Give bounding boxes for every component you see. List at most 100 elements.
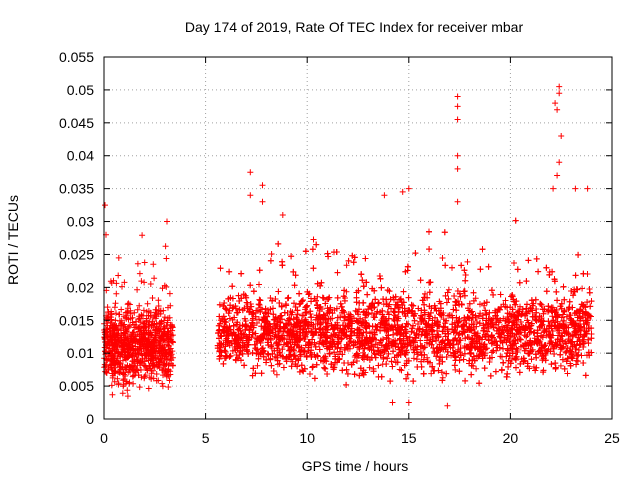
data-point (161, 314, 168, 321)
data-point (497, 291, 504, 298)
data-point (488, 287, 495, 294)
data-point (114, 355, 121, 362)
data-point (456, 368, 463, 375)
data-point (417, 277, 424, 284)
data-point (140, 338, 147, 345)
data-point (129, 366, 136, 373)
data-point (523, 278, 530, 285)
data-point (166, 377, 173, 384)
data-point (586, 286, 593, 292)
data-point (160, 372, 166, 379)
data-point (113, 290, 120, 297)
data-point (410, 378, 417, 385)
data-point (341, 360, 348, 366)
data-point (130, 337, 137, 344)
data-point (162, 243, 169, 250)
data-point (113, 348, 120, 355)
data-point (107, 314, 114, 321)
data-point (116, 369, 123, 376)
data-point (136, 313, 143, 320)
data-point (249, 349, 256, 356)
data-point (150, 324, 157, 331)
data-point (158, 357, 165, 364)
data-point (389, 363, 396, 370)
data-point (165, 343, 172, 350)
data-points (101, 83, 595, 409)
data-point (151, 334, 158, 341)
data-point (114, 349, 121, 356)
data-point (142, 345, 149, 351)
data-point (115, 254, 122, 261)
data-point (126, 363, 133, 370)
data-point (153, 329, 160, 336)
data-point (588, 298, 595, 305)
data-point (135, 326, 142, 333)
data-point (564, 370, 571, 377)
data-point (405, 294, 412, 301)
data-point (588, 331, 595, 337)
data-point (477, 266, 484, 273)
data-point (516, 369, 523, 376)
data-point (417, 337, 424, 344)
data-point (155, 297, 162, 304)
data-point (162, 347, 169, 354)
data-point (145, 385, 152, 392)
data-point (557, 362, 564, 369)
data-point (121, 353, 128, 360)
data-point (443, 370, 450, 377)
data-point (145, 308, 152, 314)
data-point (255, 355, 262, 362)
data-point (122, 314, 129, 321)
data-point (456, 357, 463, 364)
data-point (318, 279, 325, 286)
data-point (476, 313, 482, 320)
data-point (142, 363, 149, 370)
data-point (116, 311, 123, 318)
data-point (130, 380, 137, 387)
data-point (511, 260, 517, 266)
data-point (155, 355, 162, 362)
data-point (152, 342, 159, 349)
data-point (412, 250, 419, 257)
data-point (109, 374, 116, 381)
data-point (256, 281, 262, 288)
data-point (124, 393, 131, 400)
data-point (119, 364, 126, 371)
data-point (139, 352, 146, 359)
data-point (458, 262, 465, 269)
data-point (473, 365, 480, 372)
data-point (408, 301, 415, 308)
data-point (449, 264, 455, 271)
data-point (280, 364, 287, 371)
data-point (121, 348, 128, 355)
data-point (108, 382, 115, 389)
data-point (140, 319, 146, 326)
data-point (533, 354, 540, 361)
data-point (126, 379, 133, 386)
data-point (143, 341, 150, 348)
data-point (115, 326, 121, 333)
data-point (229, 283, 236, 290)
data-point (140, 323, 147, 329)
data-point (469, 308, 476, 315)
data-point (442, 262, 449, 269)
data-point (461, 267, 468, 274)
data-point (384, 355, 391, 362)
data-point (268, 362, 275, 369)
data-point (101, 344, 108, 351)
data-point (134, 286, 141, 293)
data-point (424, 354, 431, 361)
data-point (256, 267, 263, 274)
data-point (270, 368, 277, 374)
data-point (131, 329, 137, 336)
data-point (139, 232, 146, 239)
data-point (111, 322, 118, 329)
data-point (112, 317, 119, 324)
data-point (578, 352, 585, 359)
data-point (163, 283, 170, 290)
data-point (124, 351, 131, 358)
data-point (350, 259, 357, 266)
data-point (131, 359, 138, 366)
data-point (114, 332, 121, 339)
data-point (166, 290, 173, 297)
